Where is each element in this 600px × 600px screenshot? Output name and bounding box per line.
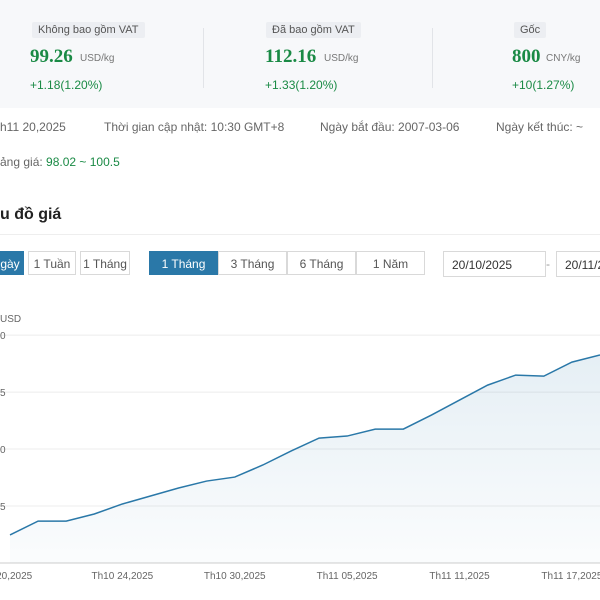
card-label: Gốc [514, 22, 547, 38]
range-button[interactable]: gày [0, 251, 24, 275]
range-label: ảng giá: [0, 155, 43, 169]
x-tick-label: Th10 24,2025 [92, 571, 154, 582]
y-tick-label: 0 [0, 331, 6, 342]
card-unit: USD/kg [80, 53, 115, 64]
price-range: ảng giá: 98.02 ~ 100.5 [0, 155, 120, 169]
card-value: 112.16 [265, 46, 317, 67]
range-value: 98.02 ~ 100.5 [46, 155, 120, 169]
card-value: 800 [512, 46, 541, 67]
x-tick-label: Th11 17,2025 [541, 571, 600, 582]
range-button[interactable]: 1 Tuần [28, 251, 76, 275]
card-label: Đã bao gồm VAT [266, 22, 361, 38]
card-change: +10(1.27%) [512, 78, 575, 92]
x-tick-label: Th11 05,2025 [317, 571, 378, 582]
info-end: Ngày kết thúc: ~ [496, 120, 584, 134]
x-tick-label: 0 20,2025 [0, 571, 33, 582]
y-tick-label: 5 [0, 502, 6, 513]
x-tick-label: Th11 11,2025 [429, 571, 490, 582]
period-button[interactable]: 3 Tháng [218, 251, 287, 275]
header-panel [0, 0, 600, 108]
info-start: Ngày bắt đầu: 2007-03-06 [320, 120, 460, 134]
x-tick-label: Th10 30,2025 [204, 571, 266, 582]
card-unit: CNY/kg [546, 53, 581, 64]
card-change: +1.18(1.20%) [30, 78, 103, 92]
divider [432, 28, 433, 88]
divider [203, 28, 204, 88]
y-tick-label: 5 [0, 388, 6, 399]
chart: USD 5 0 5 0 0 20,2025 Th10 24,2025 Th10 30,202… [0, 314, 600, 582]
y-unit: USD [0, 314, 21, 325]
separator [0, 234, 600, 235]
period-button[interactable]: 1 Tháng [149, 251, 218, 275]
info-update: Thời gian cập nhật: 10:30 GMT+8 [104, 120, 285, 134]
card-change: +1.33(1.20%) [265, 78, 338, 92]
period-button[interactable]: 1 Năm [356, 251, 425, 275]
area [10, 355, 600, 563]
section-title: u đồ giá [0, 206, 62, 223]
range-button[interactable]: 1 Tháng [80, 251, 130, 275]
card-value: 99.26 [30, 46, 73, 67]
card-unit: USD/kg [324, 53, 359, 64]
period-button[interactable]: 6 Tháng [287, 251, 356, 275]
line [9, 354, 600, 536]
card-label: Không bao gồm VAT [32, 22, 145, 38]
info-date: h11 20,2025 [0, 120, 66, 134]
date-to[interactable]: 20/11/2 [556, 251, 600, 277]
date-from[interactable]: 20/10/2025 [443, 251, 546, 277]
date-separator: - [546, 257, 550, 271]
y-tick-label: 0 [0, 445, 6, 456]
